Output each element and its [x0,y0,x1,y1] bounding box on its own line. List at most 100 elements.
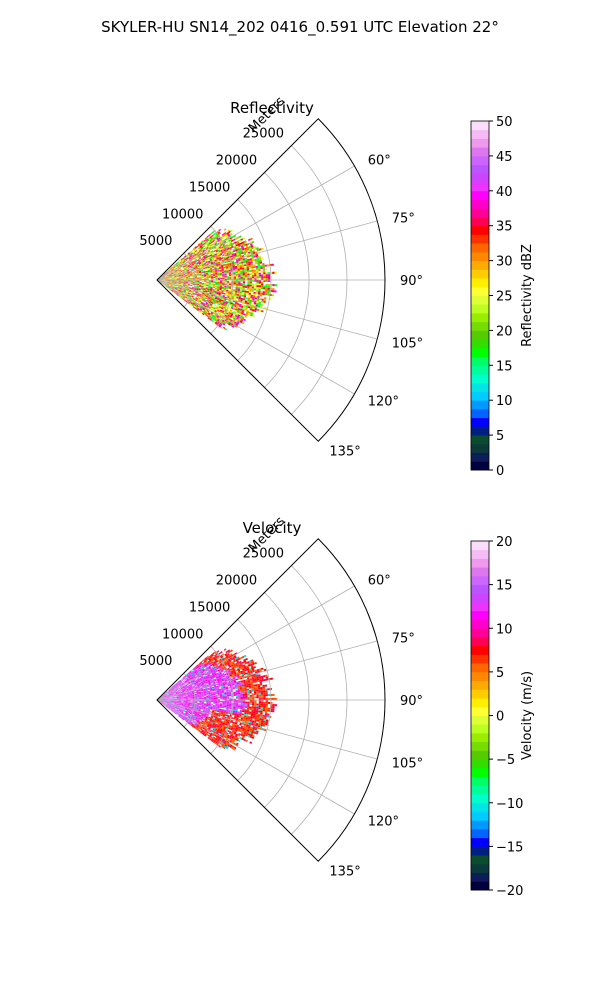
data-cell [215,276,217,277]
data-cell [258,689,260,691]
data-cell [254,285,256,287]
colorbar-swatch [471,322,489,331]
data-cell [245,275,247,277]
data-cell [245,285,247,287]
data-cell [265,690,267,692]
data-cell [250,697,252,699]
data-cell [204,697,206,698]
data-cell [250,695,252,697]
data-cell [215,695,217,696]
data-cell [184,281,186,282]
data-cell [225,698,227,699]
data-cell [238,697,240,699]
data-cell [181,279,183,280]
data-cell [238,290,241,292]
data-cell [240,691,243,693]
data-cell [250,282,252,284]
data-cell [222,283,224,284]
data-cell [218,693,220,694]
data-cell [186,281,188,282]
data-cell [220,275,222,276]
data-cell [249,291,252,293]
data-cell [234,277,236,279]
data-cell [268,276,270,278]
data-cell [252,697,254,699]
data-cell [247,706,249,708]
data-cell [225,695,227,696]
colorbar-swatch [471,121,489,130]
data-cell [261,287,263,289]
figure-title: SKYLER-HU SN14_202 0416_0.591 UTC Elevat… [101,18,499,37]
colorbar-swatch [471,182,489,191]
data-cell [260,265,263,267]
data-cell [209,698,211,699]
data-cell [268,272,270,274]
data-cell [215,682,218,684]
colorbar-tick-label: 15 [496,359,513,374]
data-cell [245,277,247,279]
data-cell [245,272,247,274]
data-cell [242,288,244,290]
azimuth-tick-label: 105° [392,336,423,351]
data-cell [186,698,188,699]
data-cell [258,709,260,711]
data-cell [211,278,213,279]
data-cell [247,269,249,271]
data-cell [206,697,208,698]
data-cell [242,688,245,690]
data-cell [250,277,252,279]
data-cell [268,274,270,276]
data-cell [236,276,238,278]
data-cell [256,705,258,707]
colorbar-swatch [471,435,489,444]
data-cell [218,276,220,277]
data-cell [191,669,193,671]
data-cell [238,704,240,706]
data-cell [272,704,274,706]
data-cell [252,273,254,275]
data-cell [238,281,240,283]
data-cell [234,276,236,277]
data-cell [227,278,229,279]
data-cell [227,276,229,277]
data-cell [197,699,199,700]
data-cell [259,282,261,284]
data-cell [227,274,229,275]
colorbar-swatch [471,243,489,252]
data-cell [258,686,261,688]
colorbar-swatch [471,357,489,366]
data-cell [261,704,263,706]
data-cell [222,277,224,278]
data-cell [256,688,258,690]
data-cell [263,286,265,288]
data-cell [190,699,192,700]
data-cell [236,704,238,706]
data-cell [261,257,264,259]
data-cell [267,710,269,712]
data-cell [254,271,256,273]
colorbar-tick-label: 40 [496,185,513,200]
data-cell [241,277,243,279]
data-cell [251,685,254,687]
data-cell [250,273,252,275]
data-cell [224,274,226,275]
azimuth-tick-label: 60° [368,154,391,169]
data-cell [272,694,274,696]
data-cell [213,692,215,693]
data-cell [238,706,240,708]
data-cell [200,698,202,699]
data-cell [227,286,229,287]
data-cell [242,708,244,710]
data-cell [238,696,240,698]
data-cell [227,706,229,707]
data-cell [266,702,268,704]
data-cell [213,698,215,699]
polar-panel-reflectivity: Reflectivity60°75°90°105°120°135°5000100… [139,94,535,479]
data-cell [225,284,227,285]
data-cell [275,284,277,286]
colorbar-swatch [471,391,489,400]
data-cell [229,704,231,705]
data-cell [222,695,224,696]
data-cell [256,689,259,691]
data-cell [245,694,247,696]
